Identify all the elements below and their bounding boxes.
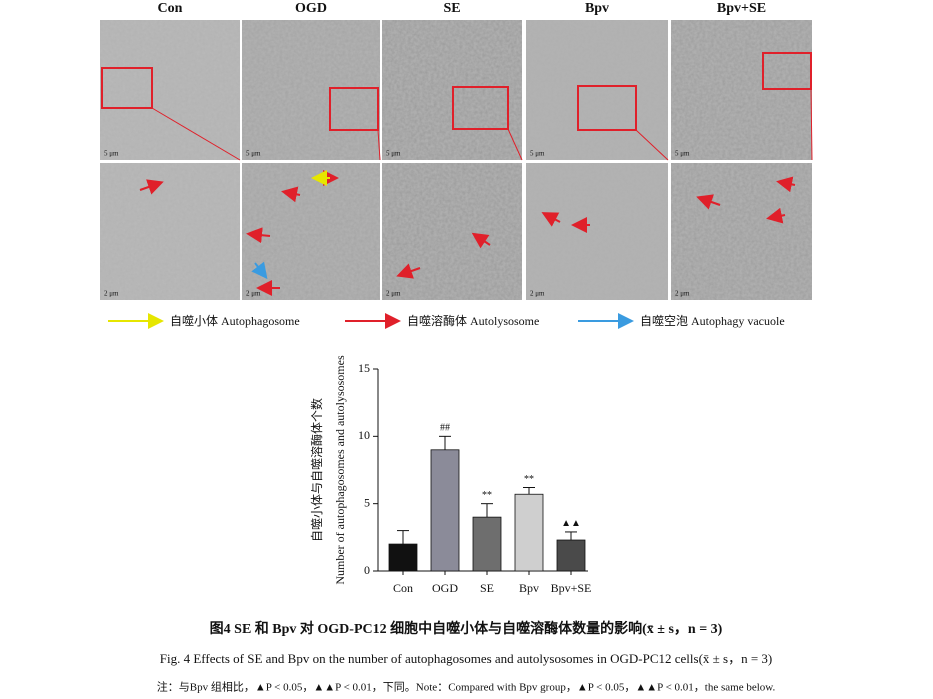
panel-label: Con	[158, 1, 183, 16]
bar	[430, 449, 460, 572]
significance: ##	[440, 423, 450, 434]
legend-label: 自噬溶酶体 Autolysosome	[407, 313, 539, 328]
micrograph-texture	[242, 163, 380, 300]
y-tick-label: 0	[364, 563, 370, 577]
arrow	[776, 176, 796, 193]
zoom-line	[507, 128, 523, 161]
y-tick-label: 10	[358, 428, 370, 442]
scale-label: 2 μm	[104, 290, 119, 298]
scale-label: 5 μm	[104, 150, 119, 158]
scale-label: 2 μm	[386, 290, 401, 298]
zoom-box	[577, 85, 637, 131]
x-tick-label: OGD	[432, 581, 458, 595]
significance: ▲▲	[561, 518, 581, 529]
micrograph-texture	[382, 163, 522, 300]
zoom-box	[762, 52, 812, 90]
micrograph-texture	[526, 20, 668, 160]
legend-label: 自噬小体 Autophagosome	[170, 313, 300, 328]
y-axis-label: Number of autophagosomes and autolysosom…	[333, 355, 347, 585]
scale-label: 5 μm	[386, 150, 401, 158]
scale-label: 5 μm	[675, 150, 690, 158]
panel-label: Bpv+SE	[717, 1, 766, 16]
arrow	[281, 186, 301, 203]
panel-label: Bpv	[585, 1, 609, 16]
scale-label: 2 μm	[246, 290, 261, 298]
scale-label: 5 μm	[246, 150, 261, 158]
arrow	[396, 263, 421, 279]
significance: **	[524, 474, 534, 485]
y-axis-label: 自噬小体与自噬溶酶体个数	[309, 398, 324, 542]
bar	[388, 543, 418, 572]
arrow	[766, 207, 786, 224]
caption-en: Fig. 4 Effects of SE and Bpv on the numb…	[160, 651, 773, 666]
scale-label: 2 μm	[530, 290, 545, 298]
zoom-line	[635, 129, 669, 161]
zoom-line	[377, 129, 381, 161]
micrograph-texture	[242, 20, 380, 160]
zoom-box	[452, 86, 509, 130]
legend-label: 自噬空泡 Autophagy vacuole	[640, 313, 785, 328]
panel-label: OGD	[295, 1, 327, 16]
bar-chart: 0 5 10 15 自噬小体与自噬溶酶体个数 Number of autophagosom…	[309, 355, 592, 595]
zoom-box	[101, 67, 153, 109]
panel-label: SE	[443, 1, 460, 16]
bar	[472, 516, 502, 572]
arrow	[471, 232, 491, 249]
arrow	[251, 261, 268, 280]
y-tick-label: 15	[358, 361, 370, 375]
scale-label: 2 μm	[675, 290, 690, 298]
bar	[556, 539, 586, 572]
micrograph-texture	[100, 163, 240, 300]
scale-label: 5 μm	[530, 150, 545, 158]
bar	[514, 493, 544, 572]
micrograph-texture	[526, 163, 668, 300]
arrow	[696, 194, 721, 210]
micrographs: Con 5 μm 2 μm OGD 5 μm 2 μm SE 5 μm 2 μm Bpv 5 μm 2…	[100, 1, 813, 329]
arrow	[541, 212, 561, 227]
x-tick-label: Bpv	[519, 581, 539, 595]
zoom-line	[810, 88, 813, 161]
micrograph-texture	[100, 20, 240, 160]
y-tick-label: 5	[364, 495, 370, 509]
x-tick-label: SE	[480, 581, 494, 595]
significance: **	[482, 490, 492, 501]
zoom-line	[151, 107, 241, 161]
arrow	[246, 227, 271, 244]
x-tick-label: Bpv+SE	[551, 581, 592, 595]
caption-note: 注：与Bpv 组相比，▲P < 0.05，▲▲P < 0.01，下同。Note：…	[157, 680, 776, 694]
zoom-box	[329, 87, 379, 131]
arrow	[139, 179, 164, 195]
caption-cn: 图4 SE 和 Bpv 对 OGD-PC12 细胞中自噬小体与自噬溶酶体数量的影…	[210, 620, 723, 637]
x-tick-label: Con	[393, 581, 413, 595]
